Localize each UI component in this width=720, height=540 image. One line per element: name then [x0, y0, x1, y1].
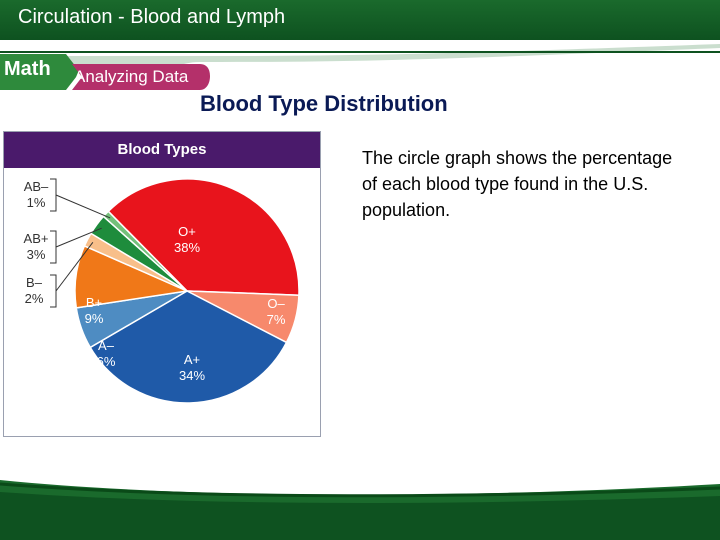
slice-label-4: B+: [86, 295, 102, 310]
pie-chart: O+38% O–7% A+34% A–6% B+9% B–2% AB+3% AB–1%: [24, 178, 300, 404]
slice-pct-0: 38%: [174, 240, 200, 255]
description-text: The circle graph shows the percentage of…: [362, 148, 673, 220]
pie-slice-7: [102, 210, 188, 292]
slice-label-2: A+: [184, 352, 200, 367]
label-bracket-5: [50, 274, 57, 308]
slice-pct-5: 2%: [25, 291, 44, 306]
slice-pct-3: 6%: [97, 354, 116, 369]
slide-title: Blood Type Distribution: [200, 91, 448, 116]
slice-label-0: O+: [178, 224, 196, 239]
slice-pct-4: 9%: [85, 311, 104, 326]
footer-swoosh: [0, 480, 720, 540]
leader-line-5: [55, 241, 94, 292]
slice-label-1: O–: [267, 296, 285, 311]
slice-label-7: AB–: [24, 179, 49, 194]
analyzing-data-badge: Analyzing Data: [74, 67, 189, 86]
pie-chart-box: Blood Types O+ 38% O– 7% A+ 34% A– 6% B+ 9% B– 2% AB…: [3, 131, 321, 437]
slice-pct-2: 34%: [179, 368, 205, 383]
header-swoosh: [0, 40, 720, 90]
header-title-rest: - Blood and Lymph: [112, 6, 286, 28]
leader-line-6: [55, 227, 102, 248]
slice-pct-1: 7%: [267, 312, 286, 327]
slice-pct-7: 1%: [27, 195, 46, 210]
slide-header-title: Circulation - Blood and Lymph: [18, 6, 285, 29]
pie-slice-0: [107, 178, 300, 296]
header-bar: Circulation - Blood and Lymph: [0, 0, 720, 40]
slice-label-5: B–: [26, 275, 43, 290]
label-bracket-7: [50, 178, 57, 212]
header-title-strong: Circulation: [18, 6, 113, 28]
chart-title: Blood Types: [4, 132, 320, 168]
label-bracket-6: [50, 230, 57, 264]
slice-pct-6: 3%: [27, 247, 46, 262]
slice-label-6: AB+: [24, 231, 49, 246]
math-badge: Math: [4, 58, 51, 80]
leader-line-7: [55, 194, 111, 219]
slice-label-3: A–: [98, 338, 115, 353]
